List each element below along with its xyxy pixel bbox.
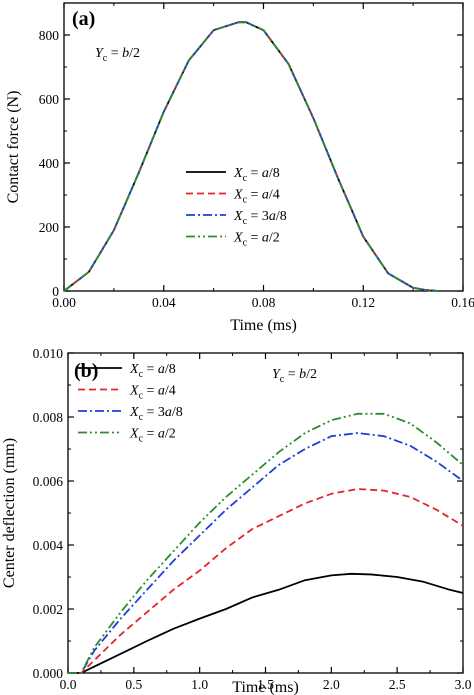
legend-label-4: Xc = a/2 [129,427,176,445]
x-tick-label: 3.0 [455,677,472,692]
legend-label-1: Xc = a/8 [129,362,176,380]
panel-label: (a) [72,8,95,30]
y-axis-title: Contact force (N) [5,91,22,204]
x-tick-label: 0.5 [125,677,142,692]
x-tick-label: 1.0 [191,677,208,692]
series-line-3 [63,21,439,292]
series-line-1 [68,572,464,674]
annotation-label: Yc = b/2 [272,367,317,385]
series-line-2 [68,488,464,674]
legend: Xc = a/8 Xc = a/4 Xc = 3a/8 Xc = a/2 [186,166,287,249]
legend-label-3: Xc = 3a/8 [233,209,287,227]
x-tick-label: 0.04 [152,295,176,310]
x-tick-label: 0.00 [52,295,76,310]
y-axis-title: Center deflection (mm) [1,438,18,588]
chart-panel-b: 0.0 0.5 1.0 1.5 2.0 2.5 3.0 0.000 0.002 0.004 0.00… [1,346,472,695]
panel-label: (b) [74,360,98,382]
x-axis-title: Time (ms) [230,317,297,334]
x-tick-label: 0.12 [351,295,375,310]
x-tick-label: 0.0 [60,677,77,692]
legend-label-1: Xc = a/8 [233,166,280,184]
x-tick-label: 0.16 [451,295,474,310]
series-line-3 [68,432,464,674]
chart-panel-a: 0.00 0.04 0.08 0.12 0.16 0 200 400 600 800 Time (m… [5,2,474,334]
y-tick-label: 0.002 [33,602,63,617]
y-tick-label: 0.000 [33,666,64,681]
series-line-1 [63,21,439,292]
y-tick-label: 600 [39,92,60,107]
x-tick-label: 2.0 [323,677,340,692]
annotation-label: Yc = b/2 [95,46,140,64]
legend-label-3: Xc = 3a/8 [129,405,183,423]
y-tick-label: 0.008 [33,410,64,425]
y-tick-label: 0.006 [33,474,64,489]
y-tick-label: 400 [39,156,60,171]
series-line-2 [63,21,439,292]
y-tick-label: 0.010 [33,346,64,361]
x-tick-label: 0.08 [252,295,276,310]
y-tick-label: 0 [52,284,59,299]
x-tick-label: 2.5 [389,677,406,692]
plot-frame [67,352,464,674]
legend: Xc = a/8 Xc = a/4 Xc = 3a/8 Xc = a/2 [78,362,183,445]
series-line-4 [63,21,439,292]
y-tick-label: 800 [39,28,60,43]
series-line-4 [68,412,464,674]
x-axis-title: Time (ms) [232,679,299,695]
legend-label-4: Xc = a/2 [233,231,280,249]
x-tick-label: 1.5 [257,677,274,692]
y-tick-label: 200 [39,220,60,235]
y-tick-label: 0.004 [33,538,64,553]
legend-label-2: Xc = a/4 [233,188,280,206]
legend-label-2: Xc = a/4 [129,384,176,402]
